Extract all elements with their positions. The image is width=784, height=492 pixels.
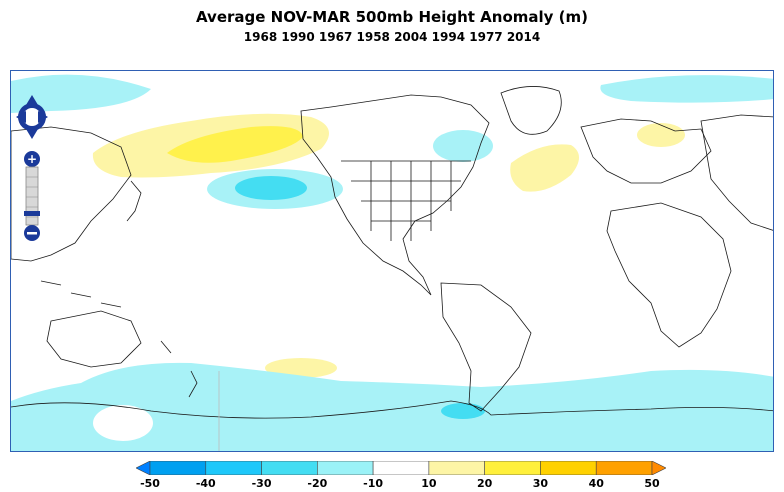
positive-anomaly-region xyxy=(510,144,579,192)
asia-outline-right xyxy=(700,114,773,231)
colorbar-over-arrow xyxy=(651,461,666,475)
colorbar-tick-label: -40 xyxy=(195,477,216,490)
pan-arrows-icon[interactable] xyxy=(16,95,48,139)
north-america-outline xyxy=(300,94,490,296)
anomaly-map xyxy=(11,74,773,451)
pan-down-icon[interactable] xyxy=(26,129,38,139)
asia-outline-left xyxy=(11,126,132,262)
zoom-in-button[interactable]: + xyxy=(24,151,40,167)
pan-left-icon[interactable] xyxy=(16,111,26,123)
colorbar-tick-label: -50 xyxy=(140,477,160,490)
colorbar-tick-label: -20 xyxy=(307,477,328,490)
europe-outline xyxy=(580,118,712,184)
south-america-outline xyxy=(440,282,532,412)
zoom-out-button[interactable] xyxy=(24,225,40,241)
zoom-in-icon: + xyxy=(27,152,37,166)
negative-anomaly-region xyxy=(433,130,493,162)
us-borders xyxy=(341,160,471,241)
positive-anomaly-region xyxy=(265,358,337,378)
colorbar-under-arrow xyxy=(136,461,151,475)
new-zealand-outline xyxy=(188,370,198,398)
negative-anomaly-region xyxy=(235,176,307,200)
colorbar-tick-label: 40 xyxy=(588,477,604,490)
colorbar-segment xyxy=(484,461,541,475)
anomaly-fields xyxy=(11,74,773,451)
negative-anomaly-region xyxy=(11,74,151,113)
colorbar-tick-label: 10 xyxy=(421,477,437,490)
map-subtitle: 1968 1990 1967 1958 2004 1994 1977 2014 xyxy=(243,30,541,44)
greenland-outline xyxy=(500,86,562,135)
negative-anomaly-region xyxy=(11,362,773,451)
colorbar-segment xyxy=(540,461,597,475)
colorbar-tick-label: 20 xyxy=(477,477,493,490)
colorbar-segment xyxy=(205,461,262,475)
australia-outline xyxy=(46,310,142,368)
coastlines xyxy=(11,86,773,419)
antarctica-outline xyxy=(11,400,773,419)
positive-anomaly-region xyxy=(637,123,685,147)
colorbar-tick-label: 30 xyxy=(532,477,549,490)
pan-right-icon[interactable] xyxy=(38,111,48,123)
zoom-out-icon xyxy=(27,232,37,235)
pan-up-icon[interactable] xyxy=(26,95,38,105)
map-viewport[interactable]: + xyxy=(10,70,774,452)
zoom-slider-handle[interactable] xyxy=(24,211,40,216)
africa-outline xyxy=(606,202,732,348)
colorbar-segment xyxy=(149,461,207,475)
colorbar-segment xyxy=(261,461,318,475)
colorbar-tick-label: 50 xyxy=(644,477,660,490)
colorbar-tick-label: -30 xyxy=(251,477,272,490)
colorbar-segment xyxy=(372,461,430,475)
colorbar-segment xyxy=(317,461,374,475)
japan-outline xyxy=(126,180,142,222)
positive-anomaly-region xyxy=(167,126,303,163)
zoom-slider-track[interactable] xyxy=(25,166,39,226)
map-title: Average NOV-MAR 500mb Height Anomaly (m) xyxy=(195,8,589,26)
negative-anomaly-region xyxy=(441,403,485,419)
colorbar-segment xyxy=(428,461,485,475)
islands xyxy=(40,280,172,354)
white-gap-region xyxy=(93,405,153,441)
colorbar-segment xyxy=(595,461,653,475)
negative-anomaly-region xyxy=(600,75,773,103)
colorbar-tick-label: -10 xyxy=(363,477,384,490)
anomaly-colorbar xyxy=(136,461,666,475)
